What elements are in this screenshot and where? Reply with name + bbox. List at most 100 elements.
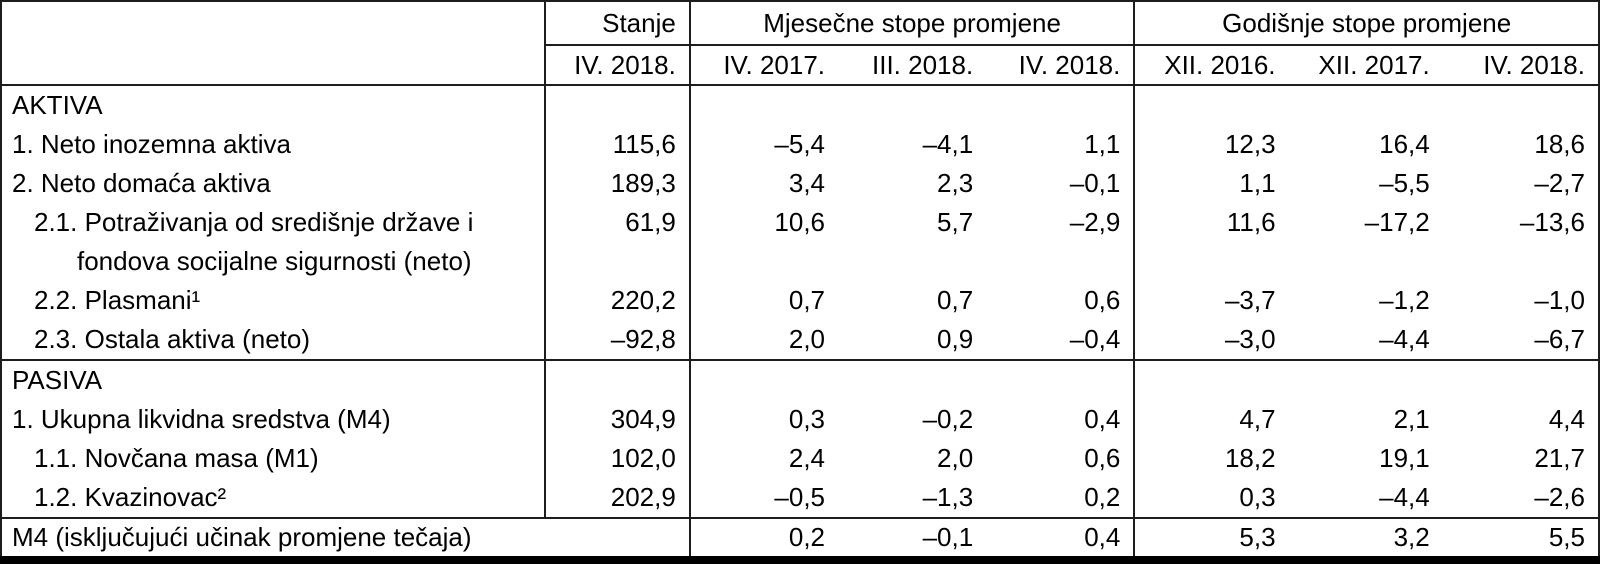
value-cell <box>689 359 839 400</box>
table-row: 1. Neto inozemna aktiva 115,6 –5,4 –4,1 … <box>1 125 1599 164</box>
value-cell: –17,2 <box>1364 207 1430 237</box>
col-header-annual-1: XII. 2016. <box>1134 45 1289 86</box>
value-cell: –0,5 <box>774 482 826 512</box>
table-row: 2.1. Potraživanja od središnje države i … <box>1 203 1599 281</box>
value-cell: –0,1 <box>838 517 987 560</box>
header-group-row: Stanje Mjesečne stope promjene Godišnje … <box>1 1 1599 86</box>
value-cell <box>1289 85 1443 125</box>
col-header-monthly-3: IV. 2018. <box>986 45 1136 86</box>
value-cell <box>1443 85 1599 125</box>
value-cell <box>544 359 691 400</box>
row-label: 1.1. Novčana masa (M1) <box>1 439 546 478</box>
col-header-stanje-period: IV. 2018. <box>544 45 691 86</box>
value-cell: 18,2 <box>1224 443 1276 473</box>
value-cell: –1,0 <box>1534 285 1585 315</box>
footer-row-m4-excl-fx: M4 (isključujući učinak promjene tečaja)… <box>1 517 1599 560</box>
value-cell: 0,6 <box>986 281 1136 320</box>
value-cell: 0,6 <box>986 439 1136 478</box>
value-cell: –2,9 <box>986 203 1136 281</box>
value-cell <box>544 85 691 125</box>
value-cell: 0,2 <box>986 478 1136 518</box>
value-cell: –4,1 <box>922 129 974 159</box>
value-cell: 220,2 <box>544 281 691 320</box>
value-cell: 304,9 <box>544 400 691 439</box>
value-cell: –92,8 <box>544 320 691 360</box>
value-cell: 5,7 <box>937 207 974 237</box>
table-row: 2. Neto domaća aktiva 189,3 3,4 2,3 –0,1… <box>1 164 1599 203</box>
value-cell: –2,7 <box>1534 168 1585 198</box>
section-label: PASIVA <box>1 359 546 400</box>
value-cell: 10,6 <box>774 207 826 237</box>
table-row: 2.3. Ostala aktiva (neto) –92,8 2,0 0,9 … <box>1 320 1599 360</box>
value-cell: 0,7 <box>788 285 826 315</box>
row-label: 1. Neto inozemna aktiva <box>1 125 546 164</box>
value-cell <box>1134 85 1288 125</box>
value-cell: –4,4 <box>1379 482 1430 512</box>
col-group-monthly: Mjesečne stope promjene <box>689 1 1136 46</box>
value-cell: –2,6 <box>1534 482 1585 512</box>
value-cell <box>986 85 1136 125</box>
value-cell: 2,0 <box>788 324 826 354</box>
value-cell: 0,3 <box>788 404 826 434</box>
table-row: 1.2. Kvazinovac² 202,9 –0,5 –1,3 0,2 0,3… <box>1 478 1599 518</box>
value-cell: 16,4 <box>1379 129 1430 159</box>
value-cell: –0,2 <box>922 404 974 434</box>
value-cell: 3,2 <box>1288 517 1443 560</box>
value-cell: 5,5 <box>1442 517 1599 560</box>
value-cell: 189,3 <box>544 164 691 203</box>
table-row: 1.1. Novčana masa (M1) 102,0 2,4 2,0 0,6… <box>1 439 1599 478</box>
value-cell <box>1442 359 1599 400</box>
value-cell: 5,3 <box>1134 517 1289 560</box>
header-period-row: IV. 2018. IV. 2017. III. 2018. IV. 2018.… <box>1 45 1599 86</box>
table-row: 2.2. Plasmani¹ 220,2 0,7 0,7 0,6 –3,7 –1… <box>1 281 1599 320</box>
value-cell: 21,7 <box>1534 443 1585 473</box>
col-group-annual: Godišnje stope promjene <box>1134 1 1599 46</box>
value-cell: 0,4 <box>986 517 1136 560</box>
value-cell: 0,3 <box>1239 482 1276 512</box>
value-cell: 1,1 <box>986 125 1136 164</box>
row-label: 2. Neto domaća aktiva <box>1 164 546 203</box>
row-label: M4 (isključujući učinak promjene tečaja) <box>1 517 691 560</box>
value-cell <box>690 85 838 125</box>
value-cell: 2,1 <box>1393 404 1430 434</box>
value-cell <box>1134 359 1289 400</box>
col-header-monthly-2: III. 2018. <box>838 45 987 86</box>
value-cell: 2,0 <box>937 443 974 473</box>
row-label: 1. Ukupna likvidna sredstva (M4) <box>1 400 546 439</box>
value-cell: –6,7 <box>1534 324 1585 354</box>
row-label: 2.1. Potraživanja od središnje države i … <box>1 203 546 281</box>
section-row-pasiva: PASIVA <box>1 359 1599 400</box>
row-label: 2.3. Ostala aktiva (neto) <box>1 320 546 360</box>
table-row: 1. Ukupna likvidna sredstva (M4) 304,9 0… <box>1 400 1599 439</box>
row-label: 2.2. Plasmani¹ <box>1 281 546 320</box>
value-cell: 19,1 <box>1379 443 1430 473</box>
value-cell: 4,7 <box>1239 404 1276 434</box>
value-cell: –1,2 <box>1379 285 1430 315</box>
value-cell: –1,3 <box>922 482 974 512</box>
col-group-stanje: Stanje <box>544 1 691 46</box>
value-cell: –0,1 <box>986 164 1136 203</box>
value-cell <box>986 359 1136 400</box>
value-cell: 0,9 <box>937 324 974 354</box>
col-header-annual-3: IV. 2018. <box>1442 45 1599 86</box>
value-cell <box>838 85 986 125</box>
value-cell: 3,4 <box>788 168 826 198</box>
value-cell <box>1288 359 1443 400</box>
value-cell: 2,4 <box>788 443 826 473</box>
corner-cell <box>1 1 546 86</box>
value-cell: 0,2 <box>689 517 839 560</box>
value-cell: –5,5 <box>1379 168 1430 198</box>
value-cell: –4,4 <box>1379 324 1430 354</box>
section-row-aktiva: AKTIVA <box>1 85 1599 125</box>
value-cell: –5,4 <box>774 129 826 159</box>
col-header-annual-2: XII. 2017. <box>1288 45 1443 86</box>
value-cell: 202,9 <box>544 478 691 518</box>
value-cell: 102,0 <box>544 439 691 478</box>
value-cell: –13,6 <box>1519 207 1585 237</box>
value-cell: 0,7 <box>937 285 974 315</box>
value-cell: 12,3 <box>1224 129 1276 159</box>
value-cell: –3,7 <box>1224 285 1276 315</box>
value-cell <box>838 359 987 400</box>
value-cell: 11,6 <box>1226 207 1276 237</box>
